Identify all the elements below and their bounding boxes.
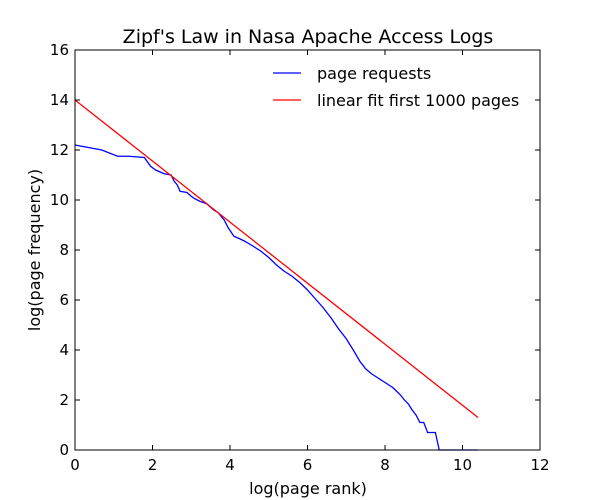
plot-area-frame <box>74 49 541 451</box>
legend-label-1: linear fit first 1000 pages <box>317 91 519 110</box>
x-tick-label: 12 <box>530 456 549 474</box>
x-tick-label: 8 <box>380 456 390 474</box>
y-tick-label: 8 <box>59 241 69 259</box>
x-tick-label: 10 <box>453 456 472 474</box>
y-tick-label: 0 <box>59 441 69 459</box>
x-tick-label: 6 <box>303 456 313 474</box>
y-tick-label: 6 <box>59 291 69 309</box>
x-tick-label: 4 <box>225 456 235 474</box>
chart-title: Zipf's Law in Nasa Apache Access Logs <box>123 26 494 48</box>
y-tick-label: 4 <box>59 341 69 359</box>
series-line-1 <box>74 99 479 419</box>
y-tick-label: 14 <box>50 91 69 109</box>
y-tick-label: 12 <box>50 141 69 159</box>
series-line-0 <box>74 144 478 451</box>
x-tick-label: 0 <box>70 456 80 474</box>
y-tick-label: 16 <box>50 41 69 59</box>
x-axis-label: log(page rank) <box>249 479 367 498</box>
legend-label-0: page requests <box>317 64 431 83</box>
plot-lines <box>74 99 479 451</box>
y-tick-label: 2 <box>59 391 69 409</box>
ticks: 0 2 4 6 8 10 12 0 2 4 6 8 10 12 14 16 <box>50 41 550 474</box>
legend: page requests linear fit first 1000 pages <box>273 64 519 110</box>
y-tick-label: 10 <box>50 191 69 209</box>
y-axis-label: log(page frequency) <box>25 169 44 331</box>
x-tick-label: 2 <box>148 456 158 474</box>
